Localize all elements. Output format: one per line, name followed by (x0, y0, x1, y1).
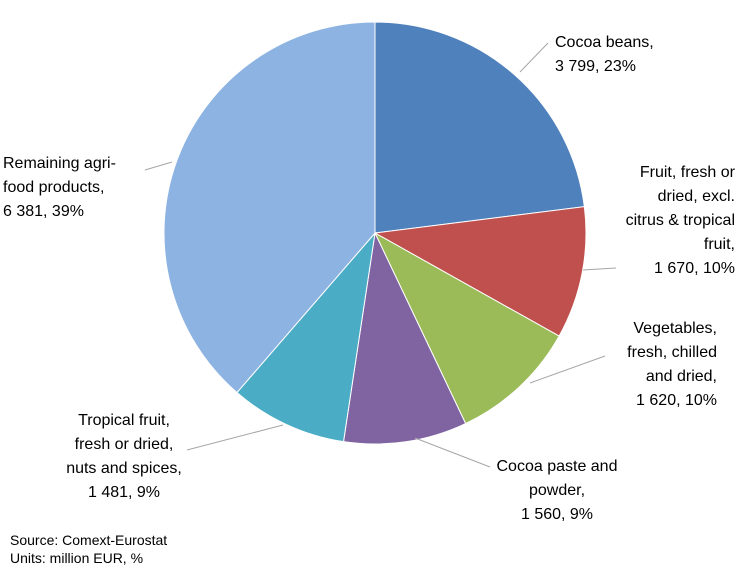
slice-label-line: powder, (529, 482, 585, 499)
slice-label: Remaining agri-food products, 6 381, 39% (3, 155, 116, 220)
units-note: Units: million EUR, % (10, 550, 144, 566)
source-note: Source: Comext-Eurostat (10, 532, 168, 548)
slice-label-line: 1 481, 9% (88, 484, 160, 501)
leader-line (144, 161, 173, 171)
leader-line (186, 424, 284, 451)
pie-slice (373, 206, 587, 337)
pie-slice (374, 21, 585, 234)
slice-label-line: 1 670, 10% (654, 260, 735, 277)
slice-label-line: Fruit, fresh or (640, 164, 736, 181)
pie-slices (163, 21, 587, 445)
slice-label-line: fruit, (704, 236, 735, 253)
slice-label-line: Cocoa paste and (497, 458, 618, 475)
pie-slice (236, 231, 376, 443)
slice-label-line: fresh, chilled (627, 344, 717, 361)
slice-label-line: 3 799, 23% (555, 58, 636, 75)
slice-label-line: dried, excl. (658, 188, 735, 205)
slice-label-line: 1 560, 9% (521, 506, 593, 523)
slice-label-line: citrus & tropical (626, 212, 735, 229)
leader-line (529, 355, 606, 384)
leader-line (582, 267, 617, 271)
pie-slice (373, 231, 560, 425)
slice-label-line: fresh or dried, (75, 436, 174, 453)
slice-label-line: nuts and spices, (66, 460, 182, 477)
leader-line (519, 42, 549, 73)
slice-label: Vegetables, fresh, chilled and dried, 1 620… (627, 320, 717, 409)
slice-label-line: Remaining agri- (3, 155, 116, 172)
slice-label-line: and dried, (646, 368, 717, 385)
slice-label-line: Cocoa beans, (555, 34, 654, 51)
slice-label-line: Vegetables, (633, 320, 717, 337)
slice-label: Tropical fruit, fresh or dried, nuts and s… (66, 412, 182, 501)
leader-lines (144, 42, 617, 468)
pie-slice (163, 21, 376, 394)
slice-labels: Cocoa beans, 3 799, 23% Fruit, fresh or dri… (3, 34, 736, 523)
slice-label: Fruit, fresh or dried, excl. citrus & trop… (626, 164, 736, 277)
leader-line (414, 437, 491, 468)
slice-label-line: food products, (3, 179, 104, 196)
pie-slice (342, 231, 467, 445)
slice-label: Cocoa beans, 3 799, 23% (555, 34, 654, 75)
slice-label-line: Tropical fruit, (78, 412, 170, 429)
slice-label-line: 6 381, 39% (3, 203, 84, 220)
slice-label-line: 1 620, 10% (636, 392, 717, 409)
slice-label: Cocoa paste and powder, 1 560, 9% (497, 458, 618, 523)
